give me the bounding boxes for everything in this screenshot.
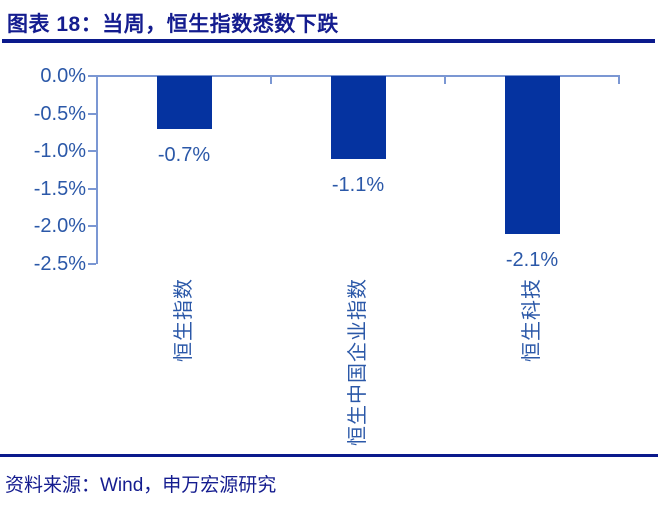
y-axis-tick xyxy=(88,150,96,153)
y-axis-tick-label: -1.5% xyxy=(33,177,86,200)
x-axis-tick xyxy=(618,76,620,84)
bar-value-label: -0.7% xyxy=(157,143,211,166)
bar-value-label: -1.1% xyxy=(331,173,385,196)
chart-title: 图表 18：当周，恒生指数悉数下跌 xyxy=(7,13,339,36)
y-axis-tick-label: 0.0% xyxy=(40,65,86,87)
y-axis-tick-label: -2.0% xyxy=(33,215,86,238)
y-axis-line xyxy=(96,76,98,264)
bar-恒生科技 xyxy=(504,76,560,234)
bar-恒生指数 xyxy=(156,76,212,129)
y-axis-tick xyxy=(88,263,96,265)
y-axis-tick xyxy=(88,75,96,77)
x-axis-category-label: 恒生指数 xyxy=(173,278,195,362)
source-note: 资料来源：Wind，申万宏源研究 xyxy=(5,475,277,496)
x-axis-tick xyxy=(444,76,446,84)
bar-value-label: -2.1% xyxy=(505,248,559,271)
x-axis-tick xyxy=(270,76,272,84)
footer-divider xyxy=(0,454,658,457)
y-axis-tick-label: -1.0% xyxy=(33,140,86,163)
y-axis-tick-label: -0.5% xyxy=(33,102,86,125)
y-axis-tick xyxy=(88,187,96,190)
bar-恒生中国企业指数 xyxy=(330,76,386,159)
x-axis-category-label: 恒生中国企业指数 xyxy=(347,278,369,446)
y-axis-tick xyxy=(88,225,96,228)
title-underline xyxy=(2,39,655,43)
y-axis-tick-label: -2.5% xyxy=(33,253,86,275)
x-axis-category-label: 恒生科技 xyxy=(521,278,543,362)
y-axis-tick xyxy=(88,112,96,115)
